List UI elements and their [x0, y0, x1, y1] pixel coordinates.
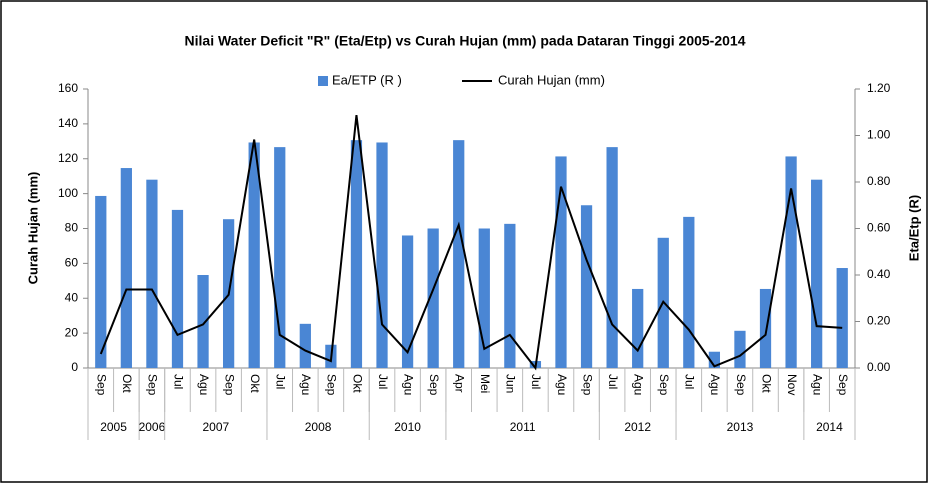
bar [580, 205, 593, 368]
bar [836, 268, 848, 368]
x-tick-label: Jul [376, 374, 390, 389]
legend-label: Ea/ETP (R ) [332, 72, 402, 87]
y2-tick-label: 1.20 [867, 81, 891, 95]
bar [299, 323, 311, 368]
x-tick-label: Sep [580, 374, 594, 396]
bar [478, 228, 490, 368]
bar [632, 288, 644, 368]
y-tick-label: 0 [71, 360, 78, 374]
x-tick-label: Sep [734, 374, 748, 396]
bar [555, 156, 567, 368]
bar [248, 142, 260, 368]
x-tick-label: Mei [478, 374, 492, 393]
bar [350, 140, 363, 368]
bar [197, 275, 209, 368]
x-tick-label: Jul [529, 374, 543, 389]
x-tick-label: Sep [222, 374, 236, 396]
y-tick-label: 80 [65, 221, 79, 235]
bar [759, 288, 772, 368]
y2-tick-label: 0.40 [867, 267, 891, 281]
x-tick-label: Jul [274, 374, 288, 389]
y-tick-label: 40 [65, 290, 79, 304]
chart-title: Nilai Water Deficit "R" (Eta/Etp) vs Cur… [185, 33, 746, 49]
legend-swatch [318, 76, 328, 86]
x-tick-label: Okt [350, 374, 364, 393]
bar [683, 216, 695, 368]
y-tick-label: 140 [58, 116, 78, 130]
bar [427, 228, 439, 368]
group-label: 2012 [624, 420, 651, 434]
bar [708, 351, 721, 368]
x-tick-label: Agu [810, 374, 824, 395]
y-tick-label: 60 [65, 256, 79, 270]
x-tick-label: Nov [785, 374, 799, 395]
bar [171, 209, 184, 368]
y-axis-label: Curah Hujan (mm) [25, 172, 40, 285]
group-label: 2014 [816, 420, 843, 434]
x-tick-label: Jul [171, 374, 185, 389]
x-tick-label: Sep [657, 374, 671, 396]
bar [734, 330, 746, 368]
x-tick-label: Agu [632, 374, 646, 395]
bar [120, 168, 132, 368]
y-tick-label: 160 [58, 81, 78, 95]
x-tick-label: Agu [555, 374, 569, 395]
y2-tick-label: 0.80 [867, 174, 891, 188]
y2-axis-label: Eta/Etp (R) [906, 195, 921, 261]
x-tick-label: Agu [708, 374, 722, 395]
y2-tick-label: 0.60 [867, 221, 891, 235]
bar [146, 179, 158, 368]
x-tick-label: Sep [95, 374, 109, 396]
y2-tick-label: 0.00 [867, 360, 891, 374]
x-tick-label: Agu [401, 374, 415, 395]
x-tick-label: Sep [325, 374, 339, 396]
bar [785, 156, 797, 368]
bar [376, 142, 388, 368]
x-tick-label: Apr [453, 374, 467, 393]
x-tick-label: Okt [120, 374, 134, 393]
x-tick-label: Jul [683, 374, 697, 389]
bar [401, 235, 414, 368]
y-tick-label: 100 [58, 186, 78, 200]
bar [95, 195, 107, 368]
group-label: 2006 [139, 420, 166, 434]
group-label: 2008 [305, 420, 332, 434]
x-tick-label: Sep [146, 374, 160, 396]
bar [606, 147, 618, 368]
x-tick-label: Jun [504, 374, 518, 393]
x-tick-label: Sep [836, 374, 850, 396]
x-tick-label: Agu [299, 374, 313, 395]
x-tick-label: Okt [248, 374, 262, 393]
line [99, 115, 843, 371]
bar [811, 179, 823, 368]
bar [504, 223, 516, 368]
x-tick-label: Jul [606, 374, 620, 389]
group-label: 2005 [100, 420, 127, 434]
bar [453, 140, 465, 368]
y-tick-label: 20 [65, 325, 79, 339]
group-label: 2007 [202, 420, 229, 434]
x-tick-label: Agu [197, 374, 211, 395]
group-label: 2011 [510, 420, 536, 434]
y2-tick-label: 0.20 [867, 314, 891, 328]
legend-label: Curah Hujan (mm) [498, 72, 605, 87]
y-tick-label: 120 [58, 151, 78, 165]
group-label: 2010 [394, 420, 421, 434]
x-tick-label: Okt [759, 374, 773, 393]
bar [274, 147, 286, 368]
group-label: 2013 [727, 420, 754, 434]
y2-tick-label: 1.00 [867, 128, 891, 142]
x-tick-label: Sep [427, 374, 441, 396]
